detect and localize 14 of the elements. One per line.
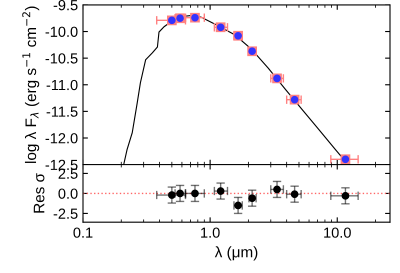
x-tick-label: 0.1: [73, 227, 92, 238]
y-tick-label: -9.5: [54, 0, 78, 10]
y-tick-label: 0.0: [58, 188, 78, 199]
y-tick-label: -2.5: [54, 208, 78, 219]
y-tick-label: -12.0: [46, 133, 78, 144]
y-tick-label: -11.0: [46, 80, 78, 90]
x-axis-title: λ (μm): [214, 246, 258, 260]
y-tick-label: -10.0: [46, 26, 78, 37]
y-tick-label: -11.5: [46, 106, 78, 117]
x-tick-label: 1.0: [201, 227, 220, 238]
y-tick-label: -10.5: [46, 53, 78, 64]
y-axis-title: Res σ: [34, 173, 44, 213]
x-tick-label: 10.0: [324, 227, 351, 238]
y-axis-title: log λ F$_{λ}$ (erg s$^{−1}$ cm$^{−2}$): [22, 6, 40, 163]
